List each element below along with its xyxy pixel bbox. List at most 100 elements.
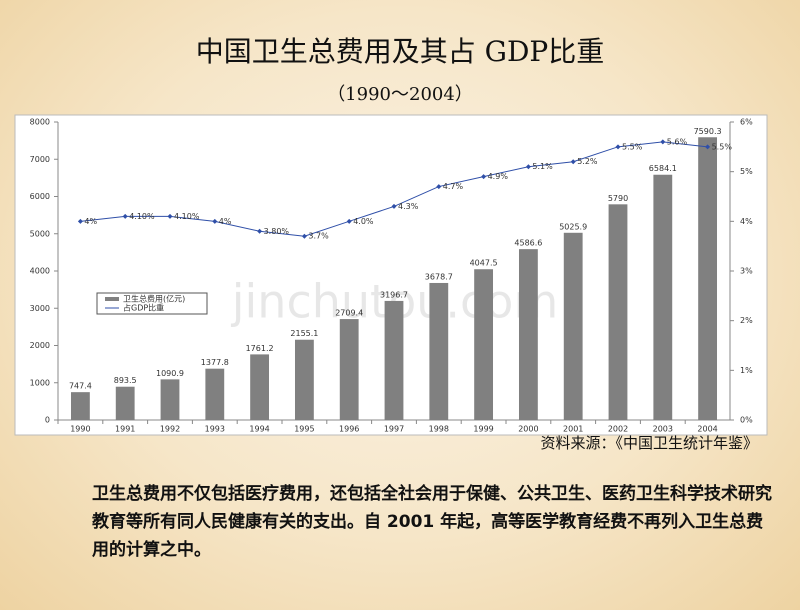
y2-tick-label: 0%: [740, 416, 753, 425]
bar-label: 5790: [608, 194, 628, 203]
line-marker: [705, 144, 711, 150]
bar-label: 2709.4: [335, 309, 363, 318]
bar-label: 893.5: [114, 376, 137, 385]
legend-label: 占GDP比重: [123, 303, 164, 313]
bar: [474, 269, 494, 420]
x-tick-label: 2001: [563, 425, 583, 434]
bar-label: 3196.7: [380, 290, 408, 299]
line-marker: [481, 174, 487, 180]
y2-tick-label: 6%: [740, 118, 753, 127]
line-label: 5.5%: [712, 142, 733, 151]
bar: [608, 204, 628, 420]
line-label: 4.7%: [443, 182, 464, 191]
x-tick-label: 1994: [249, 425, 269, 434]
x-tick-label: 1997: [384, 425, 404, 434]
slide-title: 中国卫生总费用及其占 GDP比重: [195, 35, 605, 68]
line-label: 4.10%: [129, 212, 155, 221]
x-tick-label: 1992: [160, 425, 180, 434]
legend-swatch: [105, 297, 119, 301]
slide-subtitle: （1990～2004）: [327, 84, 473, 105]
y-tick-label: 7000: [30, 155, 50, 164]
bar: [250, 354, 270, 420]
y2-tick-label: 2%: [740, 316, 753, 325]
y-tick-label: 8000: [30, 118, 50, 127]
y-tick-label: 2000: [30, 341, 50, 350]
line-marker: [167, 213, 173, 219]
line-label: 4%: [84, 217, 97, 226]
line-label: 4.10%: [174, 212, 200, 221]
bar-label: 1377.8: [201, 358, 229, 367]
line-marker: [346, 218, 352, 224]
x-tick-label: 2000: [518, 425, 538, 434]
line-label: 4.9%: [488, 172, 509, 181]
x-tick-label: 1991: [115, 425, 135, 434]
bar: [70, 392, 90, 420]
bar: [563, 232, 583, 420]
bar-label: 7590.3: [694, 127, 722, 136]
bar-label: 1761.2: [246, 344, 274, 353]
y-tick-label: 4000: [30, 267, 50, 276]
bar: [653, 174, 673, 420]
bar: [294, 339, 314, 420]
x-tick-label: 2003: [653, 425, 673, 434]
y-tick-label: 0: [45, 416, 50, 425]
bar: [518, 249, 538, 420]
x-tick-label: 1990: [70, 425, 90, 434]
line-label: 3.7%: [308, 232, 329, 241]
y2-tick-label: 5%: [740, 167, 753, 176]
line-marker: [436, 184, 442, 190]
x-tick-label: 1995: [294, 425, 314, 434]
line-label: 5.6%: [667, 137, 688, 146]
bar: [205, 368, 225, 420]
bar-label: 6584.1: [649, 164, 677, 173]
bar: [698, 137, 718, 420]
line-label: 4%: [219, 217, 232, 226]
line-label: 4.0%: [353, 217, 374, 226]
line-label: 4.3%: [398, 202, 419, 211]
bar: [115, 386, 135, 420]
line-label: 5.1%: [532, 162, 553, 171]
y-tick-label: 5000: [30, 229, 50, 238]
bar: [384, 300, 404, 420]
source: 资料来源：《中国卫生统计年鉴》: [540, 434, 758, 452]
x-tick-label: 1999: [473, 425, 493, 434]
line-marker: [615, 144, 621, 150]
x-tick-label: 2002: [608, 425, 628, 434]
chart: jinchutou.com 01000200030004000500060007…: [14, 114, 768, 436]
bar-label: 4586.6: [514, 239, 542, 248]
line-label: 5.5%: [622, 142, 643, 151]
y2-tick-label: 4%: [740, 217, 753, 226]
line-label: 5.2%: [577, 157, 598, 166]
y2-tick-label: 1%: [740, 366, 753, 375]
y2-tick-label: 3%: [740, 267, 753, 276]
bar: [429, 282, 449, 420]
y-tick-label: 6000: [30, 192, 50, 201]
line-marker: [391, 203, 397, 209]
y-tick-label: 1000: [30, 378, 50, 387]
x-tick-label: 2004: [697, 425, 717, 434]
legend-label: 卫生总费用(亿元): [123, 294, 185, 304]
legend-box: [96, 292, 208, 315]
line-marker: [122, 213, 128, 219]
line-marker: [212, 218, 218, 224]
bar: [160, 379, 180, 420]
bar-label: 2155.1: [290, 329, 318, 338]
bar-label: 1090.9: [156, 369, 184, 378]
bar-label: 4047.5: [470, 259, 498, 268]
bar-label: 747.4: [69, 382, 92, 391]
bar-label: 5025.9: [559, 222, 587, 231]
line-marker: [525, 164, 531, 170]
line-marker: [660, 139, 666, 145]
y-tick-label: 3000: [30, 304, 50, 313]
line-marker: [301, 233, 307, 239]
note: 卫生总费用不仅包括医疗费用，还包括全社会用于保健、公共卫生、医药卫生科学技术研究…: [92, 484, 772, 560]
bar-label: 3678.7: [425, 272, 453, 281]
line-label: 3.80%: [264, 227, 290, 236]
line-marker: [570, 159, 576, 165]
x-tick-label: 1996: [339, 425, 359, 434]
line-marker: [77, 218, 83, 224]
x-tick-label: 1993: [205, 425, 225, 434]
line-marker: [257, 228, 263, 234]
x-tick-label: 1998: [429, 425, 449, 434]
